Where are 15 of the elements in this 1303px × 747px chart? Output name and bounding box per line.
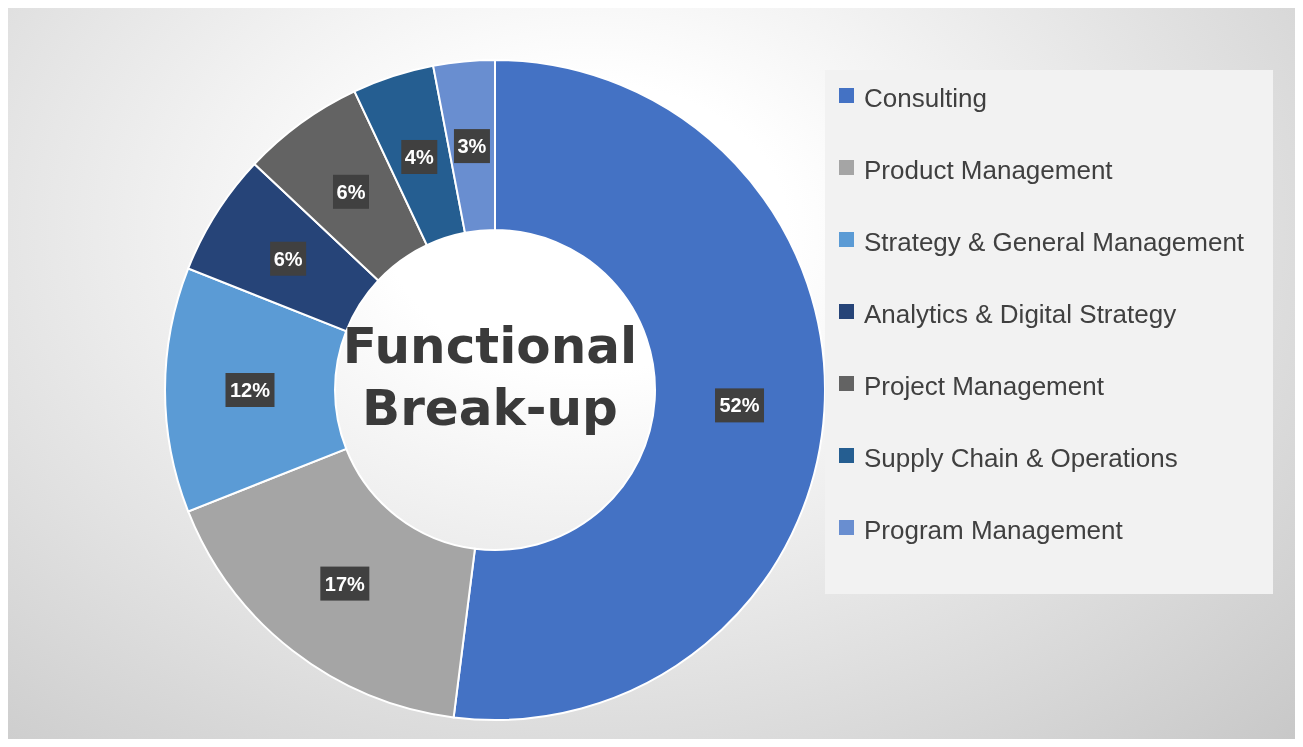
legend-label: Supply Chain & Operations (864, 442, 1178, 475)
data-label: 6% (273, 247, 303, 270)
text: Functional Break-up (341, 316, 639, 439)
legend-label: Product Management (864, 154, 1113, 187)
data-label: 3% (457, 135, 487, 158)
data-label: 6% (336, 180, 366, 203)
data-label: 4% (404, 145, 434, 168)
legend-label: Program Management (864, 514, 1123, 547)
data-label: 52% (719, 394, 760, 417)
legend-label: Strategy & General Management (864, 226, 1245, 259)
legend-label: Project Management (864, 370, 1104, 403)
legend-label: Consulting (864, 82, 987, 115)
data-label: 12% (229, 379, 271, 401)
data-label: 17% (324, 572, 366, 595)
legend-label: Analytics & Digital Strategy (864, 298, 1177, 331)
